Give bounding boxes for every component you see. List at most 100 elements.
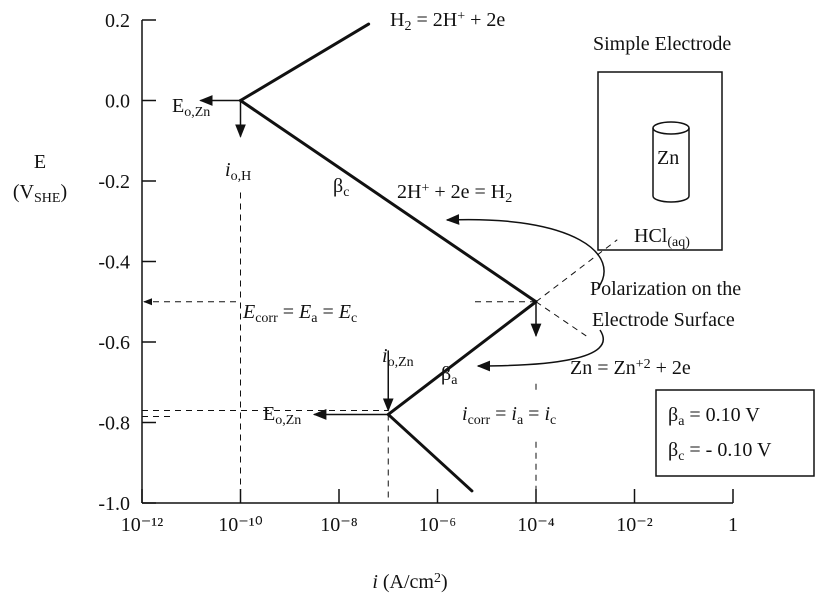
subscript: o,Zn: [275, 413, 301, 428]
text-part: = 2H: [411, 9, 457, 31]
text-part: E: [34, 151, 46, 173]
superscript: 2: [434, 571, 441, 586]
subscript: corr: [255, 311, 278, 326]
subscript: c: [550, 413, 556, 428]
text-part: ): [441, 571, 448, 593]
text-part: E: [338, 301, 351, 323]
text-part: = 0.10 V: [684, 404, 760, 426]
text-part: (V: [13, 181, 35, 203]
subscript: o,H: [231, 169, 252, 184]
text-part: Polarization on the: [590, 278, 741, 300]
annotation: Eo,Zn: [172, 95, 210, 120]
annotation: βa = 0.10 V: [668, 404, 760, 429]
text-part: H: [390, 9, 404, 31]
subscript: o,Zn: [184, 105, 210, 120]
annotation: Polarization on the: [590, 278, 741, 300]
text-part: Zn: [657, 147, 679, 169]
text-part: E: [242, 301, 255, 323]
annotation: io,H: [225, 159, 251, 184]
text-part: i: [511, 403, 517, 425]
y-tick-label: -1.0: [98, 493, 130, 515]
text-part: i: [462, 403, 468, 425]
annotation: βc: [333, 175, 349, 200]
text-part: =: [523, 403, 544, 425]
annotation: io,Zn: [382, 345, 414, 370]
text-part: β: [668, 404, 678, 426]
data-line: [386, 300, 538, 416]
y-axis-label: E: [34, 151, 46, 173]
text-part: E: [263, 403, 275, 425]
subscript: a: [311, 311, 318, 326]
x-tick-label: 10⁻⁴: [517, 514, 555, 536]
subscript: a: [517, 413, 524, 428]
electrode-top: [652, 121, 690, 135]
subscript: a: [678, 414, 685, 429]
data-line: [239, 22, 371, 102]
text-part: Zn = Zn: [570, 357, 636, 379]
subscript: SHE: [34, 191, 60, 206]
annotation: Ecorr = Ea = Ec: [242, 301, 357, 326]
text-part: E: [172, 95, 184, 117]
annotation: Electrode Surface: [592, 309, 735, 331]
annotation: βc = - 0.10 V: [668, 439, 772, 464]
subscript: c: [351, 311, 357, 326]
y-axis-label: (VSHE): [13, 181, 67, 206]
text-part: i: [544, 403, 550, 425]
x-tick-label: 1: [728, 514, 738, 536]
y-tick-label: 0.2: [105, 10, 130, 32]
x-tick-label: 10⁻²: [616, 514, 653, 536]
text-part: i: [225, 159, 231, 181]
text-part: Electrode Surface: [592, 309, 735, 331]
x-axis-label: i (A/cm2): [372, 571, 447, 593]
text-part: + 2e = H: [429, 181, 505, 203]
x-tick-label: 10⁻¹²: [121, 514, 164, 536]
superscript: +: [421, 181, 429, 196]
data-line: [386, 412, 474, 493]
x-tick-label: 10⁻⁶: [419, 514, 457, 536]
text-part: + 2e: [465, 9, 505, 31]
x-tick-label: 10⁻⁸: [320, 514, 358, 536]
electrode-cylinder: [652, 128, 690, 203]
subscript: a: [451, 373, 458, 388]
annotation: H2 = 2H+ + 2e: [390, 9, 505, 34]
subscript: c: [343, 185, 349, 200]
text-part: =: [490, 403, 511, 425]
pointer-arrow: [445, 214, 605, 289]
y-tick-label: 0.0: [105, 91, 130, 113]
text-part: i: [382, 345, 388, 367]
y-tick-label: -0.8: [98, 413, 130, 435]
text-part: + 2e: [651, 357, 691, 379]
annotation: Zn = Zn+2 + 2e: [570, 357, 691, 379]
y-tick-label: -0.6: [98, 332, 130, 354]
annotation: βa: [441, 363, 458, 388]
x-tick-label: 10⁻¹⁰: [218, 514, 263, 536]
text-part: i: [372, 571, 378, 593]
y-tick-label: -0.2: [98, 171, 130, 193]
subscript: o,Zn: [388, 355, 414, 370]
text-part: =: [317, 301, 338, 323]
subscript: c: [678, 449, 684, 464]
data-line: [239, 99, 538, 304]
text-part: β: [668, 439, 678, 461]
y-tick-label: -0.4: [98, 252, 130, 274]
text-part: E: [298, 301, 311, 323]
annotation: Eo,Zn: [263, 403, 301, 428]
text-part: =: [278, 301, 299, 323]
annotation: Simple Electrode: [593, 33, 731, 55]
text-part: (A/cm: [378, 571, 435, 593]
annotation: HCl(aq): [634, 225, 690, 250]
plot-area: 0.2 0.0 -0.2 -0.4 -0.6 -0.8 -1.010⁻¹² 10⁻¹⁰ 10⁻⁸…: [13, 9, 772, 593]
annotation: 2H+ + 2e = H2: [397, 181, 512, 206]
text-part: β: [441, 363, 451, 385]
text-part: Simple Electrode: [593, 33, 731, 55]
superscript: +2: [636, 357, 651, 372]
annotation: icorr = ia = ic: [462, 403, 556, 428]
text-part: HCl: [634, 225, 668, 247]
superscript: +: [457, 9, 465, 24]
pointer-arrow: [476, 329, 604, 372]
subscript: corr: [468, 413, 491, 428]
subscript: (aq): [667, 235, 690, 250]
subscript: 2: [404, 19, 411, 34]
